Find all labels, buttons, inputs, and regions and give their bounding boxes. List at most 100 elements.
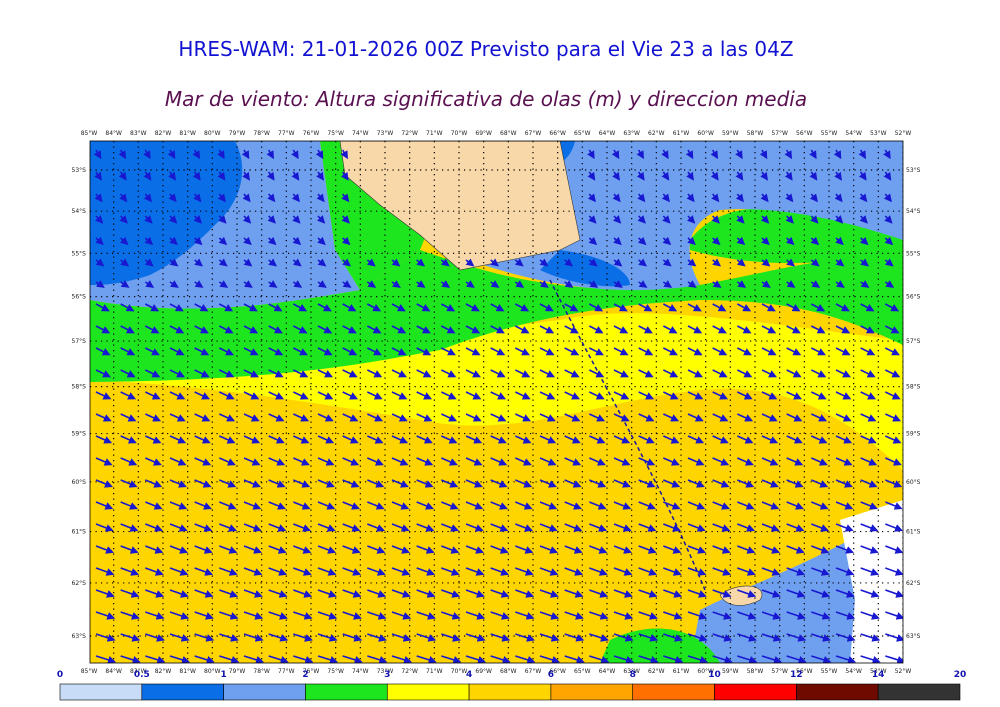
wave-arrow <box>119 236 129 246</box>
wave-arrow <box>711 193 720 203</box>
wave-arrow <box>266 149 274 160</box>
wave-arrow <box>416 369 432 378</box>
wave-arrow <box>687 501 706 510</box>
wave-arrow <box>564 589 584 598</box>
wave-arrow <box>761 501 780 510</box>
wave-arrow <box>760 215 770 224</box>
wave-arrow <box>883 171 892 181</box>
wave-arrow <box>143 193 152 203</box>
lon-label: 74°W <box>352 668 369 675</box>
wave-arrow <box>194 347 210 356</box>
wave-arrow <box>416 258 426 267</box>
wave-arrow <box>712 545 731 554</box>
wave-arrow <box>883 149 891 160</box>
wave-arrow <box>860 655 881 663</box>
wave-arrow <box>884 347 900 356</box>
wave-arrow <box>539 413 556 422</box>
colorbar-label: 8 <box>630 670 636 680</box>
lon-label: 82°W <box>155 668 172 675</box>
lon-label: 75°W <box>327 130 344 137</box>
wave-arrow <box>441 655 462 663</box>
wave-arrow <box>687 545 707 554</box>
wave-arrow <box>589 545 608 554</box>
wave-arrow <box>860 523 879 532</box>
wave-arrow <box>340 171 349 181</box>
wave-arrow <box>515 633 535 642</box>
wave-arrow <box>712 413 729 422</box>
wave-arrow <box>268 655 289 663</box>
colorbar-segment <box>141 683 224 701</box>
wave-arrow <box>144 325 160 334</box>
wave-arrow <box>243 435 261 444</box>
wave-arrow <box>465 303 480 312</box>
wave-arrow <box>145 413 162 422</box>
wave-arrow <box>194 523 213 532</box>
wave-arrow <box>192 171 201 181</box>
lon-label: 80°W <box>204 130 221 137</box>
wave-arrow <box>539 523 558 532</box>
wave-arrow <box>143 149 151 160</box>
wave-arrow <box>391 479 409 488</box>
lat-label: 62°S <box>72 580 87 587</box>
wave-arrow <box>490 258 500 267</box>
land <box>339 141 581 271</box>
wave-arrow <box>120 347 136 356</box>
wave-arrow <box>687 611 708 620</box>
wave-arrow <box>367 611 387 620</box>
wave-arrow <box>712 347 728 356</box>
wave-arrow <box>268 391 285 400</box>
wave-arrow <box>539 258 549 267</box>
colorbar-segment <box>877 683 961 701</box>
wave-arrow <box>315 149 324 160</box>
wave-arrow <box>786 325 801 334</box>
wave-arrow <box>884 280 895 288</box>
wave-arrow <box>661 193 670 203</box>
wave-arrow <box>120 589 140 598</box>
colorbar-label: 10 <box>708 670 721 680</box>
colorbar-label: 4 <box>466 670 472 680</box>
front-line <box>549 279 706 591</box>
lon-label: 85°W <box>81 130 98 137</box>
wave-arrow <box>342 303 357 312</box>
wave-arrow <box>391 325 407 334</box>
wave-arrow <box>687 347 703 356</box>
wave-arrow <box>687 303 702 312</box>
wave-arrow <box>885 589 903 598</box>
wave-arrow <box>119 193 128 203</box>
wave-arrow <box>860 280 870 288</box>
wave-arrow <box>611 149 620 160</box>
wave-arrow <box>613 545 633 554</box>
lon-label: 58°W <box>747 130 764 137</box>
wave-arrow <box>194 501 212 510</box>
wave-arrow <box>169 236 178 246</box>
wave-arrow <box>391 303 406 312</box>
lat-label: 60°S <box>906 479 921 486</box>
wave-arrow <box>712 633 733 642</box>
wave-arrow <box>317 303 332 312</box>
wave-arrow <box>169 567 189 576</box>
wave-arrow <box>515 479 533 488</box>
wave-arrow <box>95 303 110 312</box>
wave-arrow <box>145 611 165 620</box>
wave-arrow <box>266 171 275 181</box>
wave-arrow <box>860 589 880 598</box>
wave-arrow <box>416 545 435 554</box>
wave-arrow <box>342 280 352 288</box>
wave-arrow <box>490 325 505 334</box>
wave-arrow <box>786 501 804 510</box>
wave-arrow <box>811 611 831 620</box>
wave-arrow <box>144 369 161 378</box>
wave-arrow <box>638 303 653 312</box>
wave-arrow <box>120 457 138 466</box>
wave-arrow <box>268 369 284 378</box>
axes: 85°W 85°W 84°W 84°W 83°W 83°W 82°W 82°W 81°W 81°W… <box>72 130 921 675</box>
wave-arrow <box>218 303 234 312</box>
wave-arrow <box>416 280 426 288</box>
wave-arrow <box>120 369 136 378</box>
wave-arrow <box>811 567 830 576</box>
wave-arrow <box>885 457 902 466</box>
wave-arrow <box>366 258 376 267</box>
wave-arrow <box>95 611 116 620</box>
wave-arrow <box>416 303 431 312</box>
wave-arrow <box>317 236 326 246</box>
